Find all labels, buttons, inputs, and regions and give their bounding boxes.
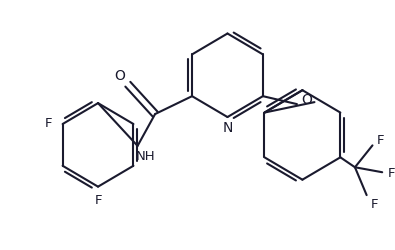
Text: F: F: [94, 193, 102, 206]
Text: F: F: [371, 197, 378, 210]
Text: O: O: [301, 93, 312, 107]
Text: F: F: [376, 134, 384, 146]
Text: F: F: [388, 166, 395, 179]
Text: NH: NH: [135, 150, 155, 163]
Text: O: O: [115, 69, 126, 83]
Text: N: N: [222, 120, 233, 134]
Text: F: F: [45, 116, 53, 129]
